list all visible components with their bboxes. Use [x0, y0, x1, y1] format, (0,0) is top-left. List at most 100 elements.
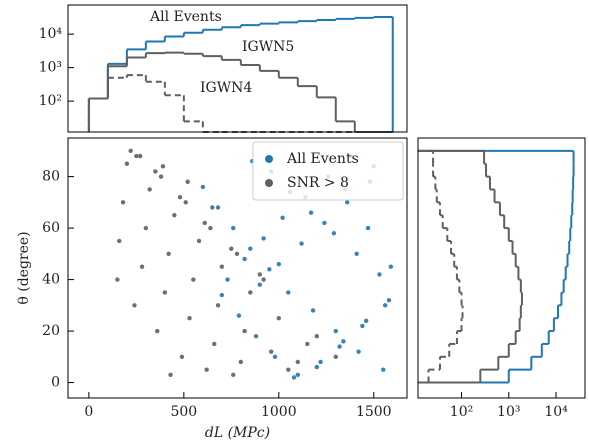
legend-label: All Events: [286, 151, 359, 167]
scatter-point: [286, 367, 291, 372]
scatter-point: [132, 303, 137, 308]
scatter-point: [333, 354, 338, 360]
scatter-point: [212, 341, 217, 347]
scatter-point: [210, 205, 215, 210]
axes-frame: [67, 4, 408, 133]
x-tick-label: 1500: [356, 404, 392, 420]
scatter-point: [360, 323, 365, 329]
scatter-point: [267, 267, 272, 272]
scatter-point: [356, 349, 361, 354]
scatter-point: [238, 359, 244, 365]
scatter-point: [115, 277, 120, 282]
scatter-point: [143, 225, 149, 231]
series-annotation: All Events: [149, 9, 222, 25]
y-tick-label: 10⁴: [39, 26, 63, 42]
scatter-point: [248, 290, 253, 295]
axes-frame: [67, 137, 408, 399]
scatter-point: [147, 187, 152, 192]
scatter-point: [172, 213, 177, 218]
scatter-point: [308, 210, 314, 215]
y-tick-label: 0: [51, 375, 60, 391]
scatter-point: [236, 313, 242, 318]
y-tick-label: 20: [42, 323, 60, 339]
scatter-point: [295, 372, 300, 378]
scatter-point: [225, 277, 230, 282]
scatter-point: [202, 220, 207, 226]
scatter-point: [253, 334, 259, 339]
scatter-point: [162, 290, 168, 295]
scatter-point: [215, 205, 221, 210]
scatter-point: [381, 367, 386, 372]
scatter-point: [137, 153, 143, 159]
legend-label: SNR > 8: [287, 175, 349, 191]
scatter-point: [139, 264, 145, 269]
x-tick-label: 0: [84, 404, 93, 420]
scatter-point: [168, 372, 173, 378]
scatter-point: [185, 179, 190, 184]
x-tick-label: 1000: [261, 404, 297, 420]
scatter-point: [331, 231, 337, 236]
scatter-point: [322, 220, 327, 226]
scatter-point: [229, 246, 234, 251]
scatter-point: [344, 200, 350, 205]
scatter-point: [377, 272, 382, 277]
legend-box: [252, 141, 404, 201]
scatter-point: [215, 303, 221, 308]
x-axis-label: dL (MPc): [205, 425, 270, 441]
scatter-point: [166, 251, 171, 257]
scatter-point: [200, 184, 206, 190]
scatter-point: [272, 354, 278, 360]
scatter-point: [276, 261, 282, 267]
scatter-point: [124, 161, 130, 166]
scatter-point: [365, 225, 371, 231]
scatter-point: [242, 328, 247, 334]
scatter-point: [333, 328, 338, 334]
scatter-point: [242, 256, 247, 262]
scatter-point: [177, 195, 183, 200]
scatter-point: [269, 349, 274, 354]
y-tick-label: 10³: [39, 60, 62, 76]
scatter-point: [261, 277, 266, 282]
scatter-point: [295, 359, 300, 365]
scatter-point: [248, 246, 253, 251]
scatter-point: [158, 174, 164, 179]
scatter-point: [280, 215, 285, 221]
scatter-point: [354, 251, 359, 257]
scatter-point: [382, 303, 388, 308]
x-tick-label: 10⁴: [544, 404, 568, 420]
scatter-point: [276, 315, 282, 321]
scatter-point: [155, 328, 160, 334]
scatter-point: [388, 264, 394, 269]
scatter-point: [179, 354, 185, 360]
scatter-point: [120, 200, 126, 205]
y-tick-label: 80: [42, 169, 60, 185]
x-tick-label: 10²: [450, 404, 473, 420]
scatter-point: [291, 375, 297, 380]
scatter-point: [231, 372, 236, 378]
scatter-point: [187, 315, 192, 321]
scatter-point: [363, 318, 369, 323]
series-annotation: IGWN5: [242, 39, 294, 55]
scatter-point: [386, 297, 392, 303]
scatter-point: [234, 251, 240, 257]
legend-marker: [265, 155, 273, 163]
y-tick-label: 10²: [39, 93, 62, 109]
legend: All Events SNR > 8: [252, 141, 404, 201]
scatter-point: [191, 277, 196, 282]
y-axis-label: θ (degree): [16, 231, 32, 304]
scatter-point: [219, 264, 225, 269]
scatter-point: [314, 364, 319, 370]
x-tick-label: 10³: [497, 404, 520, 420]
scatter-point: [183, 200, 188, 205]
scatter-point: [341, 339, 346, 344]
scatter-point: [337, 344, 342, 349]
scatter-point: [257, 272, 263, 277]
scatter-point: [305, 341, 310, 347]
scatter-point: [134, 153, 139, 159]
scatter-point: [219, 292, 225, 298]
scatter-point: [196, 238, 202, 244]
y-tick-label: 40: [42, 272, 60, 288]
scatter-point: [310, 308, 316, 313]
scatter-point: [204, 367, 209, 372]
